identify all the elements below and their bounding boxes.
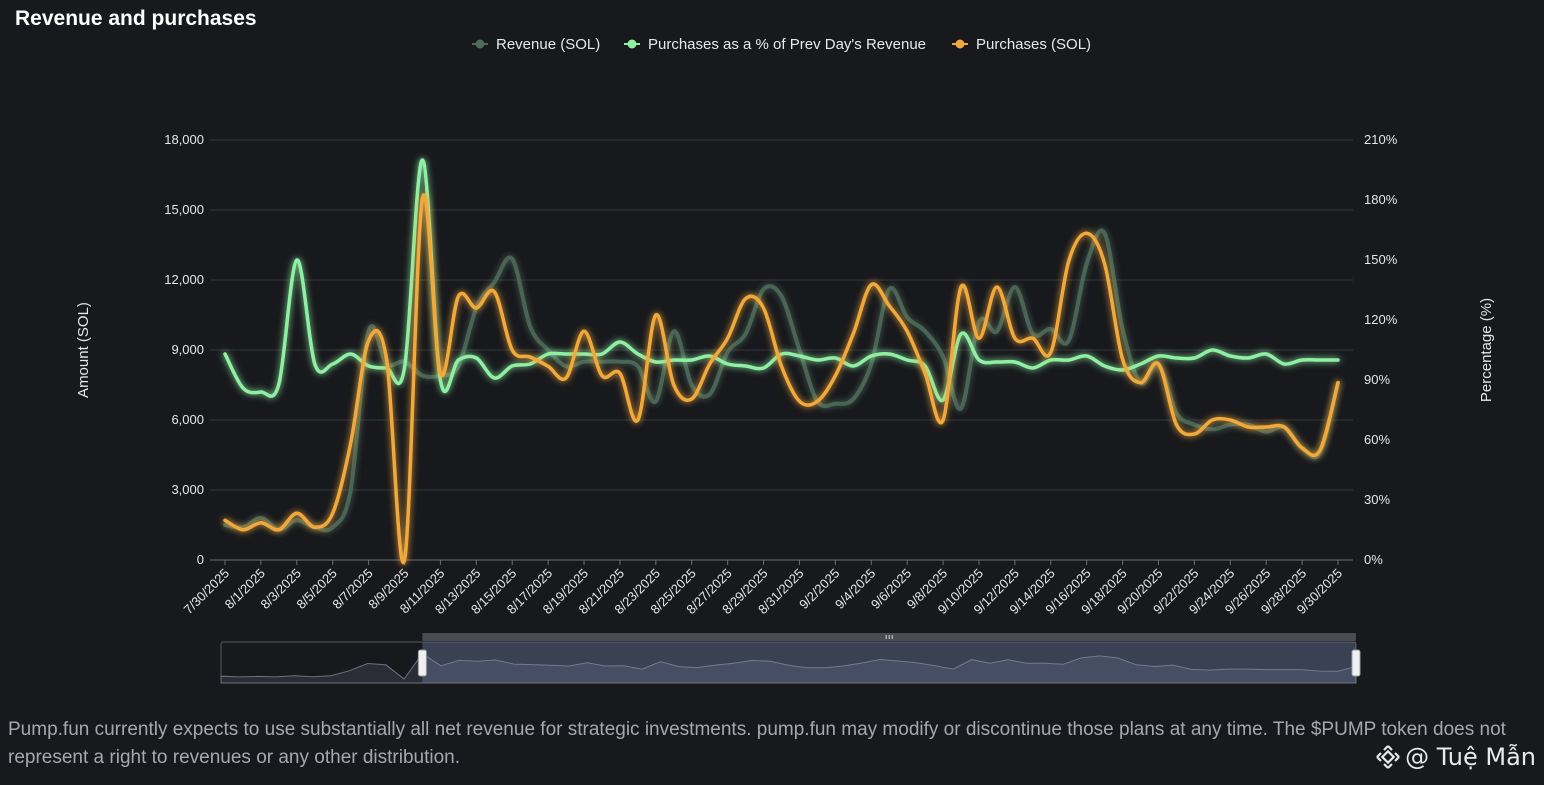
x-tick-label: 7/30/2025 bbox=[181, 566, 233, 618]
y-tick-label: 12,000 bbox=[164, 272, 204, 287]
series-revenue-line bbox=[223, 228, 1340, 533]
y2-tick-label: 60% bbox=[1364, 432, 1390, 447]
legend-label: Revenue (SOL) bbox=[496, 36, 600, 53]
watermark: @ Tuệ Mẫn bbox=[1375, 743, 1536, 771]
y2-axis-title: Percentage (%) bbox=[1478, 298, 1495, 402]
zoom-selected-window bbox=[422, 642, 1356, 683]
legend-marker bbox=[955, 39, 965, 49]
chart-canvas: 0 3,000 6,000 9,000 12,000 15,000 18,000 0% 30% 6… bbox=[75, 36, 1495, 684]
y2-tick-label: 0% bbox=[1364, 552, 1383, 567]
legend-item[interactable]: Purchases as a % of Prev Day's Revenue bbox=[624, 36, 926, 53]
legend-label: Purchases (SOL) bbox=[976, 36, 1091, 53]
y-tick-label: 6,000 bbox=[171, 412, 204, 427]
series-lines bbox=[223, 158, 1340, 565]
legend: Revenue (SOL) Purchases as a % of Prev Da… bbox=[472, 36, 1091, 53]
binance-diamond-icon bbox=[1376, 745, 1400, 769]
zoom-preview-area bbox=[220, 652, 1357, 684]
y2-tick-label: 180% bbox=[1364, 192, 1398, 207]
legend-marker bbox=[475, 39, 485, 49]
y-tick-label: 18,000 bbox=[164, 132, 204, 147]
y-axis-title: Amount (SOL) bbox=[75, 302, 92, 398]
zoom-handle-end[interactable] bbox=[1351, 649, 1361, 677]
legend-marker bbox=[627, 39, 637, 49]
series-purchases-line bbox=[223, 193, 1340, 565]
y-tick-label: 0 bbox=[197, 552, 204, 567]
chart-title: Revenue and purchases bbox=[15, 7, 257, 30]
y-tick-label: 9,000 bbox=[171, 342, 204, 357]
legend-item[interactable]: Purchases (SOL) bbox=[952, 36, 1091, 53]
disclaimer-footnote: Pump.fun currently expects to use substa… bbox=[8, 719, 1506, 768]
y-tick-label: 15,000 bbox=[164, 202, 204, 217]
y2-tick-label: 150% bbox=[1364, 252, 1398, 267]
y2-tick-label: 120% bbox=[1364, 312, 1398, 327]
legend-label: Purchases as a % of Prev Day's Revenue bbox=[648, 36, 926, 53]
series-percent-line bbox=[223, 158, 1340, 403]
zoom-handle-start[interactable] bbox=[417, 649, 427, 677]
y-tick-label: 3,000 bbox=[171, 482, 204, 497]
legend-item[interactable]: Revenue (SOL) bbox=[472, 36, 600, 53]
zoom-slider[interactable] bbox=[220, 633, 1361, 684]
y2-tick-label: 210% bbox=[1364, 132, 1398, 147]
watermark-text: @ Tuệ Mẫn bbox=[1405, 743, 1536, 771]
y2-tick-label: 30% bbox=[1364, 492, 1390, 507]
y2-tick-label: 90% bbox=[1364, 372, 1390, 387]
